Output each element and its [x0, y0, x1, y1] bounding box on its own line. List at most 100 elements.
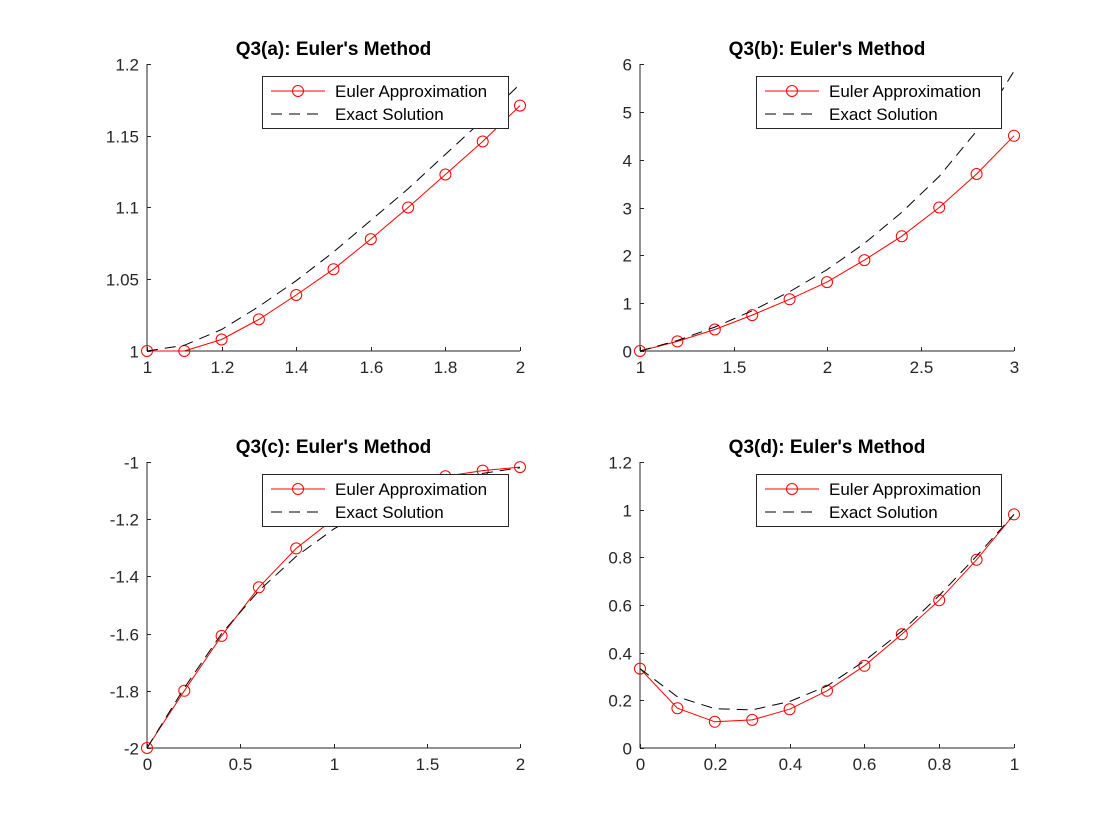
x-tick-label: 1 — [636, 358, 645, 377]
y-tick-label: 1.2 — [608, 454, 632, 473]
legend: Euler Approximation Exact Solution — [262, 474, 509, 527]
y-tick-label: 1 — [623, 295, 632, 314]
y-tick-label: 4 — [623, 152, 632, 171]
x-tick-label: 1.2 — [211, 358, 235, 377]
y-tick-label: -1.6 — [110, 626, 139, 645]
series-group — [634, 70, 1020, 357]
exact-solution-line — [146, 467, 521, 749]
euler-data-point — [327, 263, 340, 276]
y-tick-label: 1 — [130, 343, 139, 362]
legend-euler-label: Euler Approximation — [335, 480, 487, 499]
x-tick-label: 1.6 — [360, 358, 384, 377]
euler-data-point — [746, 309, 759, 322]
x-tick-label: 3 — [1010, 358, 1019, 377]
euler-data-point — [514, 461, 526, 474]
euler-data-point — [252, 581, 265, 594]
x-tick-label: 0.5 — [229, 755, 253, 774]
euler-data-point — [476, 135, 489, 148]
chart-title: Q3(a): Euler's Method — [236, 39, 432, 60]
euler-data-point — [746, 713, 759, 726]
x-tick-label: 2 — [516, 755, 525, 774]
x-tick-label: 1 — [143, 358, 152, 377]
legend: Euler Approximation Exact Solution — [262, 76, 509, 129]
y-tick-label: 5 — [623, 104, 632, 123]
euler-approximation-line — [639, 135, 1015, 352]
legend: Euler Approximation Exact Solution — [756, 474, 1002, 527]
x-tick-label: 0 — [143, 755, 152, 774]
euler-data-point — [290, 542, 303, 555]
x-tick-label: 0.2 — [704, 755, 728, 774]
chart-title: Q3(d): Euler's Method — [729, 437, 926, 458]
legend-euler-marker — [292, 483, 304, 495]
legend-exact-label: Exact Solution — [829, 503, 938, 522]
euler-data-point — [783, 703, 796, 716]
euler-data-point — [933, 201, 946, 214]
x-tick-label: 0.8 — [928, 755, 952, 774]
legend-exact-label: Exact Solution — [829, 105, 938, 124]
x-tick-label: 1.5 — [416, 755, 440, 774]
y-tick-label: 1.2 — [115, 56, 139, 75]
y-tick-label: 0 — [623, 343, 632, 362]
series-group — [141, 83, 526, 357]
euler-data-point — [821, 276, 833, 289]
legend-exact-label: Exact Solution — [335, 105, 444, 124]
euler-data-point — [402, 201, 415, 214]
exact-solution-line — [639, 70, 1015, 352]
euler-data-point — [215, 333, 228, 346]
x-tick-label: 0 — [636, 755, 645, 774]
chart-title: Q3(c): Euler's Method — [236, 437, 432, 458]
y-tick-label: 3 — [623, 200, 632, 219]
euler-data-point — [895, 628, 908, 641]
euler-data-point — [858, 659, 871, 672]
legend-euler-label: Euler Approximation — [829, 480, 981, 499]
subplot-3: 0 0.5 1 1.5 2 -2 -1.8 -1.6 -1.4 -1.2 -1 Q3(c): Eule… — [110, 437, 526, 774]
legend-euler-marker — [786, 483, 798, 495]
y-tick-label: 6 — [623, 56, 632, 75]
x-tick-label: 1 — [1010, 755, 1019, 774]
y-tick-label: 1.1 — [115, 199, 139, 218]
euler-data-point — [364, 233, 377, 246]
euler-data-point — [895, 230, 908, 243]
legend-euler-label: Euler Approximation — [335, 82, 487, 101]
x-tick-label: 1.8 — [434, 358, 458, 377]
y-tick-label: 1 — [623, 502, 632, 521]
legend-euler-marker — [292, 85, 304, 97]
euler-data-point — [141, 742, 153, 754]
y-tick-label: -1 — [124, 454, 139, 473]
y-tick-label: 0.4 — [608, 645, 632, 664]
euler-approximation-line — [147, 105, 521, 352]
y-tick-label: 1.05 — [106, 271, 139, 290]
euler-data-point — [634, 345, 646, 357]
euler-data-point — [970, 168, 983, 180]
legend-euler-label: Euler Approximation — [829, 82, 981, 101]
subplot-1: 1 1.2 1.4 1.6 1.8 2 1 1.05 1.1 1.15 1.2 Q3(a): Eule… — [106, 39, 526, 377]
y-tick-label: 0.2 — [608, 692, 632, 711]
x-tick-label: 1.5 — [723, 358, 747, 377]
legend-box — [756, 76, 1002, 129]
euler-data-point — [439, 168, 452, 181]
euler-data-point — [671, 702, 684, 715]
euler-data-point — [783, 293, 796, 306]
y-tick-label: 0.6 — [608, 597, 632, 616]
chart-title: Q3(b): Euler's Method — [729, 39, 926, 60]
euler-data-point — [1008, 129, 1020, 142]
euler-data-point — [290, 289, 303, 301]
euler-data-point — [252, 313, 265, 326]
euler-data-point — [708, 715, 721, 728]
euler-data-point — [141, 345, 153, 357]
x-tick-label: 2.5 — [910, 358, 934, 377]
exact-solution-line — [146, 83, 521, 352]
euler-data-point — [514, 99, 526, 112]
y-tick-label: -1.2 — [110, 511, 139, 530]
y-tick-label: 0 — [623, 740, 632, 759]
y-tick-label: 2 — [623, 247, 632, 266]
euler-data-point — [215, 629, 228, 642]
euler-data-point — [178, 684, 191, 697]
subplot-4: 0 0.2 0.4 0.6 0.8 1 0 0.2 0.4 0.6 0.8 1 1.2 Q3(d): Eu… — [608, 437, 1020, 774]
x-tick-label: 0.6 — [853, 755, 877, 774]
legend: Euler Approximation Exact Solution — [756, 76, 1002, 129]
euler-data-point — [1008, 508, 1020, 521]
series-group — [634, 508, 1020, 728]
